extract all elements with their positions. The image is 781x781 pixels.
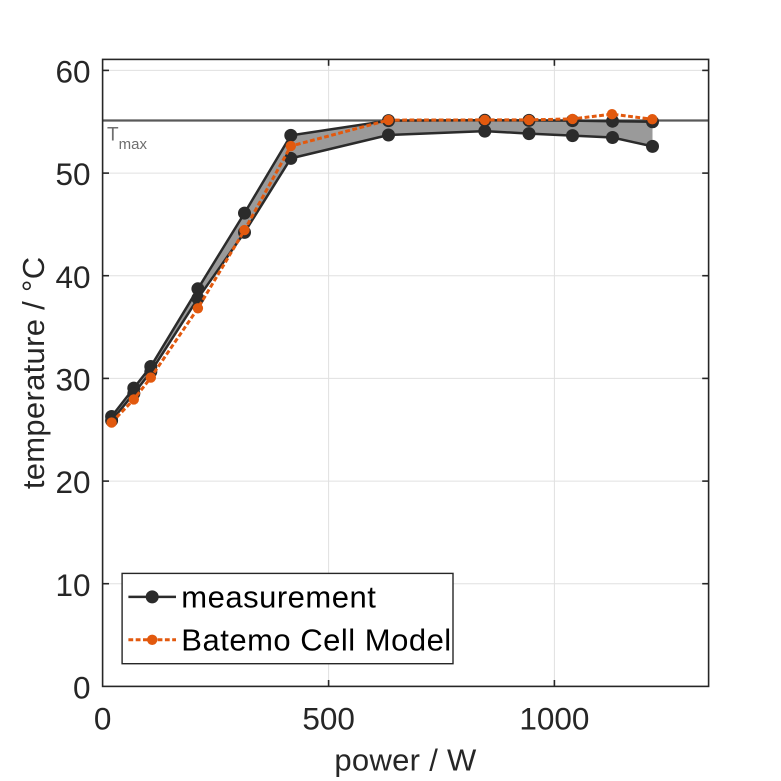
svg-text:10: 10 — [55, 567, 90, 603]
svg-text:temperature / °C: temperature / °C — [16, 257, 51, 490]
svg-text:20: 20 — [55, 464, 90, 500]
svg-text:1000: 1000 — [519, 701, 589, 737]
svg-text:measurement: measurement — [181, 580, 376, 615]
svg-text:30: 30 — [55, 362, 90, 398]
svg-text:500: 500 — [302, 701, 355, 737]
svg-text:Batemo Cell Model: Batemo Cell Model — [181, 622, 451, 657]
svg-text:0: 0 — [94, 701, 112, 737]
svg-text:60: 60 — [55, 54, 90, 90]
svg-text:0: 0 — [73, 670, 91, 706]
svg-text:power / W: power / W — [334, 743, 477, 778]
svg-text:50: 50 — [55, 156, 90, 192]
svg-text:40: 40 — [55, 259, 90, 295]
